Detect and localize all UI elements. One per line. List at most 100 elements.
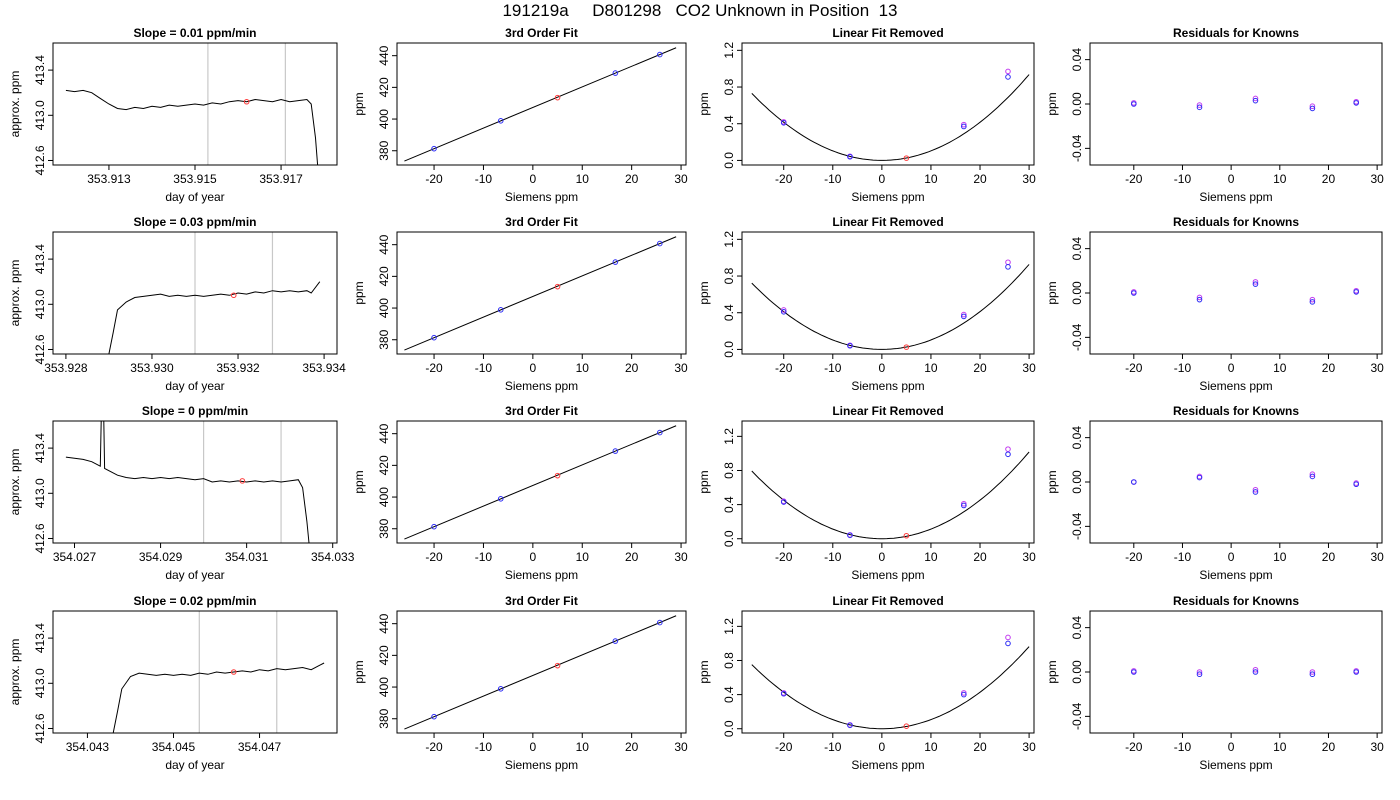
plot-frame: [1089, 420, 1383, 544]
x-tick-label: 20: [1322, 172, 1336, 186]
x-axis-label: Siemens ppm: [1199, 379, 1272, 393]
chart-title: Linear Fit Removed: [832, 404, 943, 418]
x-axis-label: day of year: [165, 190, 224, 204]
known-point: [961, 123, 967, 130]
reference-point: [554, 283, 561, 290]
known-point: [961, 502, 967, 509]
y-axis-label: approx. ppm: [8, 260, 22, 327]
y-tick-label: 0.8: [722, 78, 736, 95]
y-tick-label: 0.00: [1070, 660, 1084, 684]
y-axis-label: approx. ppm: [8, 71, 22, 138]
plot-area: [65, 89, 319, 165]
x-tick-label: 0: [879, 740, 886, 754]
known-point: [1353, 669, 1360, 675]
y-tick-label: 412.6: [33, 145, 47, 175]
reference-point: [230, 669, 237, 675]
x-tick-label: 354.029: [139, 550, 183, 564]
x-tick-label: 0: [530, 172, 537, 186]
x-tick-label: 20: [1322, 740, 1336, 754]
y-tick-label: 0.8: [722, 267, 736, 284]
x-tick-label: -10: [475, 740, 493, 754]
known-point: [1005, 451, 1011, 458]
plot-frame: [1089, 610, 1383, 734]
y-tick-label: 0.0: [722, 530, 736, 547]
reference-point: [243, 98, 250, 105]
known-point: [657, 240, 663, 247]
data-series-line: [108, 281, 321, 354]
y-tick-label: 0.04: [1070, 426, 1084, 450]
known-point: [1005, 640, 1011, 647]
y-axis-label: ppm: [697, 660, 711, 683]
plot-frame: [1089, 42, 1383, 166]
x-tick-label: -10: [824, 550, 842, 564]
y-tick-label: 1.2: [722, 42, 736, 59]
known-point-alt: [1196, 294, 1203, 301]
x-tick-label: 0: [530, 740, 537, 754]
known-point: [497, 685, 504, 692]
x-axis-label: day of year: [165, 758, 224, 772]
reference-point: [230, 292, 237, 299]
y-tick-label: -0.04: [1070, 323, 1084, 351]
plot-frame: [1089, 231, 1383, 355]
y-tick-label: 440: [377, 613, 391, 633]
known-point: [961, 691, 967, 698]
x-tick-label: -10: [1174, 740, 1192, 754]
chart-title: 3rd Order Fit: [505, 26, 578, 40]
x-tick-label: 20: [973, 361, 987, 375]
known-point-alt: [1309, 471, 1316, 478]
x-tick-label: -10: [1174, 361, 1192, 375]
known-point: [1196, 671, 1203, 678]
x-tick-label: 353.913: [87, 172, 131, 186]
known-point: [780, 499, 787, 505]
x-axis-label: Siemens ppm: [851, 190, 924, 204]
y-axis-label: ppm: [1045, 470, 1059, 493]
x-tick-label: 20: [1322, 550, 1336, 564]
x-tick-label: 0: [530, 361, 537, 375]
x-tick-label: 30: [674, 740, 688, 754]
y-tick-label: -0.04: [1070, 702, 1084, 730]
y-tick-label: 420: [377, 455, 391, 475]
chart-title: Residuals for Knowns: [1173, 215, 1299, 229]
plot-frame: [741, 610, 1035, 734]
chart-panel-3-2: Linear Fit Removed -20 -10 0 10 20 30 0.0 0.4 0.8…: [697, 594, 1036, 772]
plot-area: [404, 236, 677, 351]
x-tick-label: 30: [1022, 172, 1036, 186]
chart-title: 3rd Order Fit: [505, 594, 578, 608]
fit-line: [404, 47, 677, 162]
y-tick-label: 0.04: [1070, 616, 1084, 640]
x-tick-label: 20: [973, 740, 987, 754]
y-tick-label: 0.0: [722, 341, 736, 358]
x-axis-label: Siemens ppm: [505, 758, 578, 772]
x-tick-label: 354.027: [53, 550, 97, 564]
chart-title: Linear Fit Removed: [832, 594, 943, 608]
chart-title: Residuals for Knowns: [1173, 404, 1299, 418]
y-tick-label: 400: [377, 487, 391, 507]
plot-frame: [741, 420, 1035, 544]
x-tick-label: 353.928: [44, 361, 88, 375]
plot-area: [751, 446, 1030, 540]
y-axis-label: ppm: [352, 470, 366, 493]
known-point: [780, 120, 787, 126]
figure-title: 191219a D801298 CO2 Unknown in Position …: [502, 1, 898, 20]
known-point: [431, 334, 437, 341]
x-tick-label: 20: [1322, 361, 1336, 375]
known-point: [612, 70, 619, 76]
known-point-alt: [1252, 486, 1259, 493]
chart-title: 3rd Order Fit: [505, 404, 578, 418]
x-tick-label: 30: [1022, 361, 1036, 375]
y-tick-label: 413.4: [33, 623, 47, 653]
y-tick-label: 413.0: [33, 289, 47, 319]
chart-panel-2-0: Slope = 0 ppm/min 354.027 354.029 354.031 35…: [8, 404, 355, 582]
known-point-alt: [961, 690, 967, 696]
known-point: [431, 523, 437, 530]
x-tick-label: -20: [1125, 550, 1143, 564]
y-tick-label: 420: [377, 645, 391, 665]
y-tick-label: 1.2: [722, 428, 736, 445]
x-tick-label: 30: [1370, 172, 1384, 186]
reference-point: [903, 155, 910, 161]
y-axis-label: ppm: [1045, 281, 1059, 304]
chart-panel-3-0: Slope = 0.02 ppm/min 354.043 354.045 354.04…: [8, 594, 338, 772]
y-tick-label: 413.4: [33, 433, 47, 463]
y-tick-label: 1.2: [722, 618, 736, 635]
x-tick-label: 30: [674, 361, 688, 375]
